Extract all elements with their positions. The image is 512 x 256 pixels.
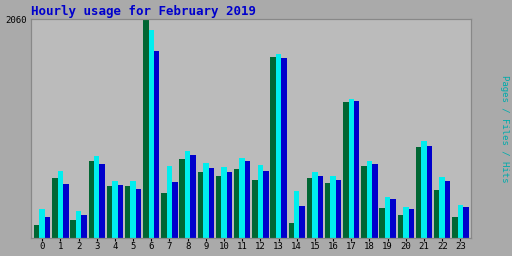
Bar <box>276 54 281 238</box>
Bar <box>445 180 451 238</box>
Bar <box>221 167 227 238</box>
Bar <box>409 209 414 238</box>
Bar <box>106 186 112 238</box>
Bar <box>281 58 287 238</box>
Bar <box>154 51 159 238</box>
Bar <box>463 207 468 238</box>
Bar <box>294 191 300 238</box>
Bar <box>52 178 57 238</box>
Bar <box>385 197 390 238</box>
Bar <box>172 182 178 238</box>
Bar <box>354 101 359 238</box>
Bar <box>289 223 294 238</box>
Bar <box>167 166 172 238</box>
Bar <box>426 145 432 238</box>
Bar <box>216 176 221 238</box>
Bar <box>307 178 312 238</box>
Bar <box>403 207 409 238</box>
Bar <box>227 172 232 238</box>
Bar <box>434 190 439 238</box>
Bar <box>245 162 250 238</box>
Bar <box>143 19 148 238</box>
Bar <box>263 171 268 238</box>
Bar <box>270 57 276 238</box>
Bar <box>118 185 123 238</box>
Bar <box>136 189 141 238</box>
Bar <box>57 171 63 238</box>
Bar <box>336 179 342 238</box>
Bar <box>300 206 305 238</box>
Bar <box>452 217 458 238</box>
Bar <box>81 215 87 238</box>
Bar <box>148 30 154 238</box>
Bar <box>439 177 445 238</box>
Bar <box>70 220 76 238</box>
Bar <box>458 205 463 238</box>
Bar <box>390 199 396 238</box>
Bar <box>34 225 39 238</box>
Bar <box>372 164 378 238</box>
Bar <box>198 172 203 238</box>
Bar <box>343 102 349 238</box>
Bar <box>131 180 136 238</box>
Bar <box>112 180 118 238</box>
Bar <box>45 217 50 238</box>
Bar <box>317 176 323 238</box>
Bar <box>330 176 336 238</box>
Bar <box>421 141 426 238</box>
Bar <box>203 163 208 238</box>
Bar <box>190 155 196 238</box>
Bar <box>89 162 94 238</box>
Bar <box>161 193 167 238</box>
Bar <box>416 147 421 238</box>
Text: Pages / Files / Hits: Pages / Files / Hits <box>500 75 509 182</box>
Bar <box>367 162 372 238</box>
Bar <box>312 172 317 238</box>
Bar <box>179 159 185 238</box>
Bar <box>349 99 354 238</box>
Bar <box>208 168 214 238</box>
Bar <box>76 211 81 238</box>
Bar <box>39 209 45 238</box>
Bar <box>94 156 99 238</box>
Bar <box>99 164 105 238</box>
Bar <box>361 166 367 238</box>
Bar <box>258 165 263 238</box>
Bar <box>398 215 403 238</box>
Bar <box>379 208 385 238</box>
Text: Hourly usage for February 2019: Hourly usage for February 2019 <box>31 5 256 18</box>
Bar <box>63 184 69 238</box>
Bar <box>325 183 330 238</box>
Bar <box>240 158 245 238</box>
Bar <box>185 151 190 238</box>
Bar <box>125 186 131 238</box>
Bar <box>252 179 258 238</box>
Bar <box>234 169 240 238</box>
